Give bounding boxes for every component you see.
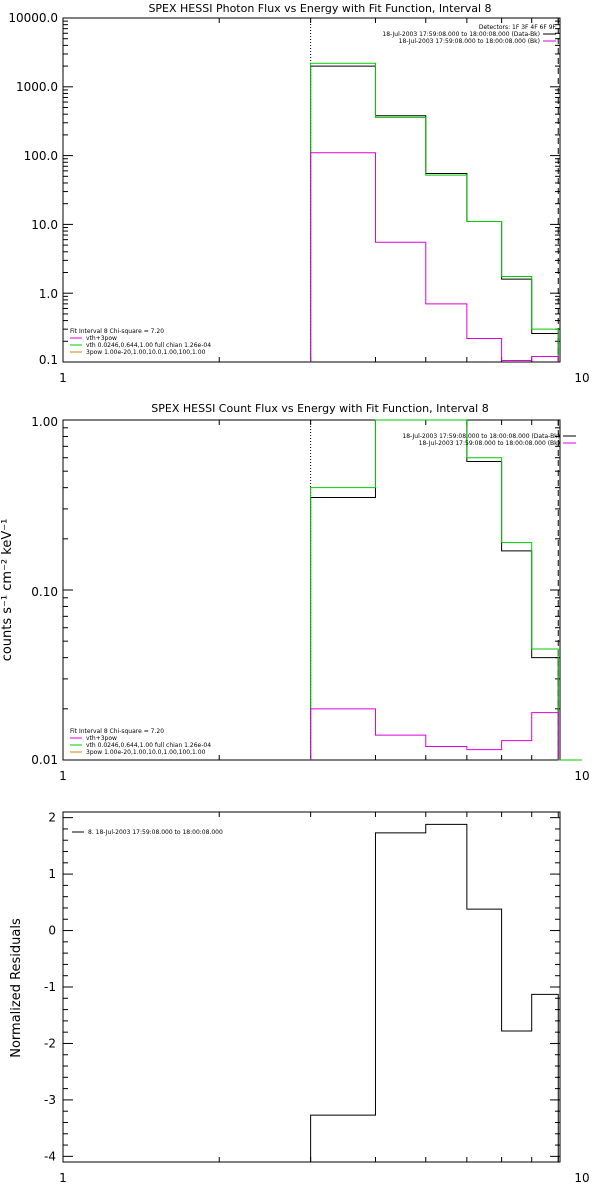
y-tick-label: 0.01 — [31, 753, 58, 767]
residuals-series — [310, 823, 559, 1162]
residuals-legend: 8. 18-Jul-2003 17:59:08.000 to 18:00:08.… — [88, 829, 223, 836]
photon-flux-title: SPEX HESSI Photon Flux vs Energy with Fi… — [148, 2, 491, 15]
residuals-y-tick-labels: 2 1 0 -1 -2 -3 -4 — [44, 811, 56, 1164]
y-tick-label: -4 — [44, 1149, 56, 1163]
series-step-line — [310, 152, 559, 362]
series-step-line — [310, 419, 559, 760]
x-tick-label: 1 — [59, 1171, 67, 1185]
photon-flux-plot-frame — [62, 17, 561, 363]
count-flux-panel: SPEX HESSI Count Flux vs Energy with Fit… — [0, 402, 590, 783]
photon-flux-panel: SPEX HESSI Photon Flux vs Energy with Fi… — [8, 2, 589, 385]
residuals-ticks — [62, 812, 560, 1162]
detectors-label: Detectors: 1F 3F 4F 6F 9F — [479, 24, 557, 31]
legend-data-bk: 18-Jul-2003 17:59:08.000 to 18:00:08.000… — [402, 433, 560, 440]
count-flux-y-axis-label: counts s⁻¹ cm⁻² keV⁻¹ — [0, 519, 15, 662]
y-tick-label: 2 — [48, 811, 56, 825]
series-step-line — [310, 823, 559, 1162]
series-step-line — [310, 65, 559, 362]
y-tick-label: 10000.0 — [8, 11, 58, 25]
x-tick-label: 10 — [574, 371, 589, 385]
legend-3pow: 3pow 1.00e-20,1.00,10.0,1.00,100,1.00 — [86, 749, 206, 756]
legend-data-bk: 18-Jul-2003 17:59:08.000 to 18:00:08.000… — [382, 31, 540, 38]
fit-interval-label: Fit Interval 8 Chi-square = 7.20 — [70, 328, 164, 335]
series-step-line — [310, 708, 559, 760]
y-tick-label: 1 — [48, 867, 56, 881]
x-tick-label: 1 — [59, 371, 67, 385]
y-tick-label: 1.0 — [39, 287, 58, 301]
y-tick-label: 10.0 — [31, 218, 58, 232]
y-tick-label: 0 — [48, 924, 56, 938]
x-tick-label: 10 — [574, 769, 589, 783]
legend-model: vth+3pow — [86, 335, 117, 342]
legend-vth: vth 0.0246,0.644,1.00 full chian 1.26e-0… — [86, 742, 211, 749]
fit-interval-label: Fit Interval 8 Chi-square = 7.20 — [70, 728, 164, 735]
x-tick-label: 1 — [59, 769, 67, 783]
y-tick-label: 100.0 — [24, 149, 58, 163]
count-flux-ticks — [62, 419, 560, 761]
series-step-line — [310, 62, 559, 362]
legend-bk: 18-Jul-2003 17:59:08.000 to 18:00:08.000… — [419, 440, 560, 447]
x-tick-label: 10 — [574, 1171, 589, 1185]
legend-3pow: 3pow 1.00e-20,1.00,10.0,1.00,100,1.00 — [86, 349, 206, 356]
y-tick-label: 1.00 — [31, 415, 58, 429]
y-tick-label: 0.1 — [39, 353, 58, 367]
photon-flux-ticks — [62, 17, 560, 363]
photon-flux-series — [310, 62, 559, 362]
residuals-y-axis-label: Normalized Residuals — [9, 918, 24, 1058]
legend-model: vth+3pow — [86, 735, 117, 742]
y-tick-label: -2 — [44, 1036, 56, 1050]
photon-flux-fit-range-lines — [310, 18, 559, 362]
count-flux-series — [310, 419, 582, 761]
legend-vth: vth 0.0246,0.644,1.00 full chian 1.26e-0… — [86, 342, 211, 349]
legend-bk: 18-Jul-2003 17:59:08.000 to 18:00:08.000… — [399, 38, 540, 45]
count-flux-title: SPEX HESSI Count Flux vs Energy with Fit… — [151, 402, 488, 415]
residuals-plot-frame — [62, 811, 561, 1163]
series-step-line — [310, 419, 582, 761]
y-tick-label: 1000.0 — [16, 80, 58, 94]
y-tick-label: 0.10 — [31, 585, 58, 599]
residuals-panel: 210-1-2-3-4 1 10 Normalized Residuals 8.… — [9, 811, 590, 1185]
y-tick-label: -3 — [44, 1093, 56, 1107]
y-tick-label: -1 — [44, 980, 56, 994]
